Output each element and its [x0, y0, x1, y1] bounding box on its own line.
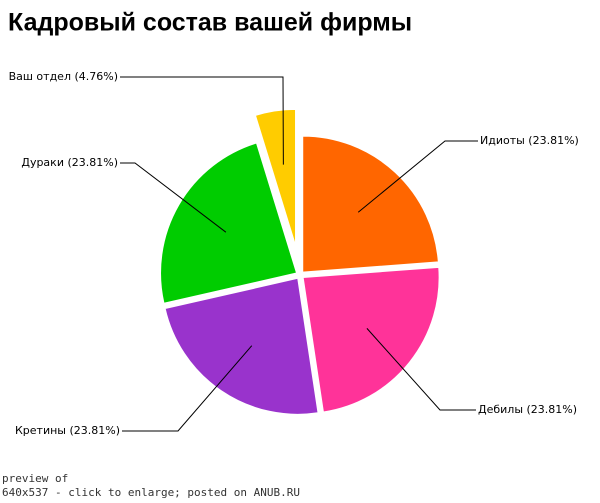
slice-label: Ваш отдел (4.76%) — [9, 70, 118, 83]
leader-line — [120, 162, 227, 233]
watermark: preview of — [2, 472, 68, 485]
watermark: 640x537 - click to enlarge; posted on AN… — [2, 486, 300, 499]
pie-slice — [254, 108, 297, 246]
pie-slice — [302, 135, 439, 273]
slice-label: Дураки (23.81%) — [21, 156, 118, 169]
leader-line — [366, 328, 476, 411]
slice-label: Идиоты (23.81%) — [480, 134, 579, 147]
pie-slice — [302, 266, 440, 413]
leader-line — [120, 76, 284, 165]
pie-slice — [164, 277, 319, 415]
chart-title: Кадровый состав вашей фирмы — [8, 9, 412, 37]
pie-slice — [160, 142, 298, 304]
leader-line — [122, 345, 253, 432]
slice-label: Дебилы (23.81%) — [478, 403, 577, 416]
slice-label: Кретины (23.81%) — [15, 424, 120, 437]
leader-line — [357, 140, 478, 213]
